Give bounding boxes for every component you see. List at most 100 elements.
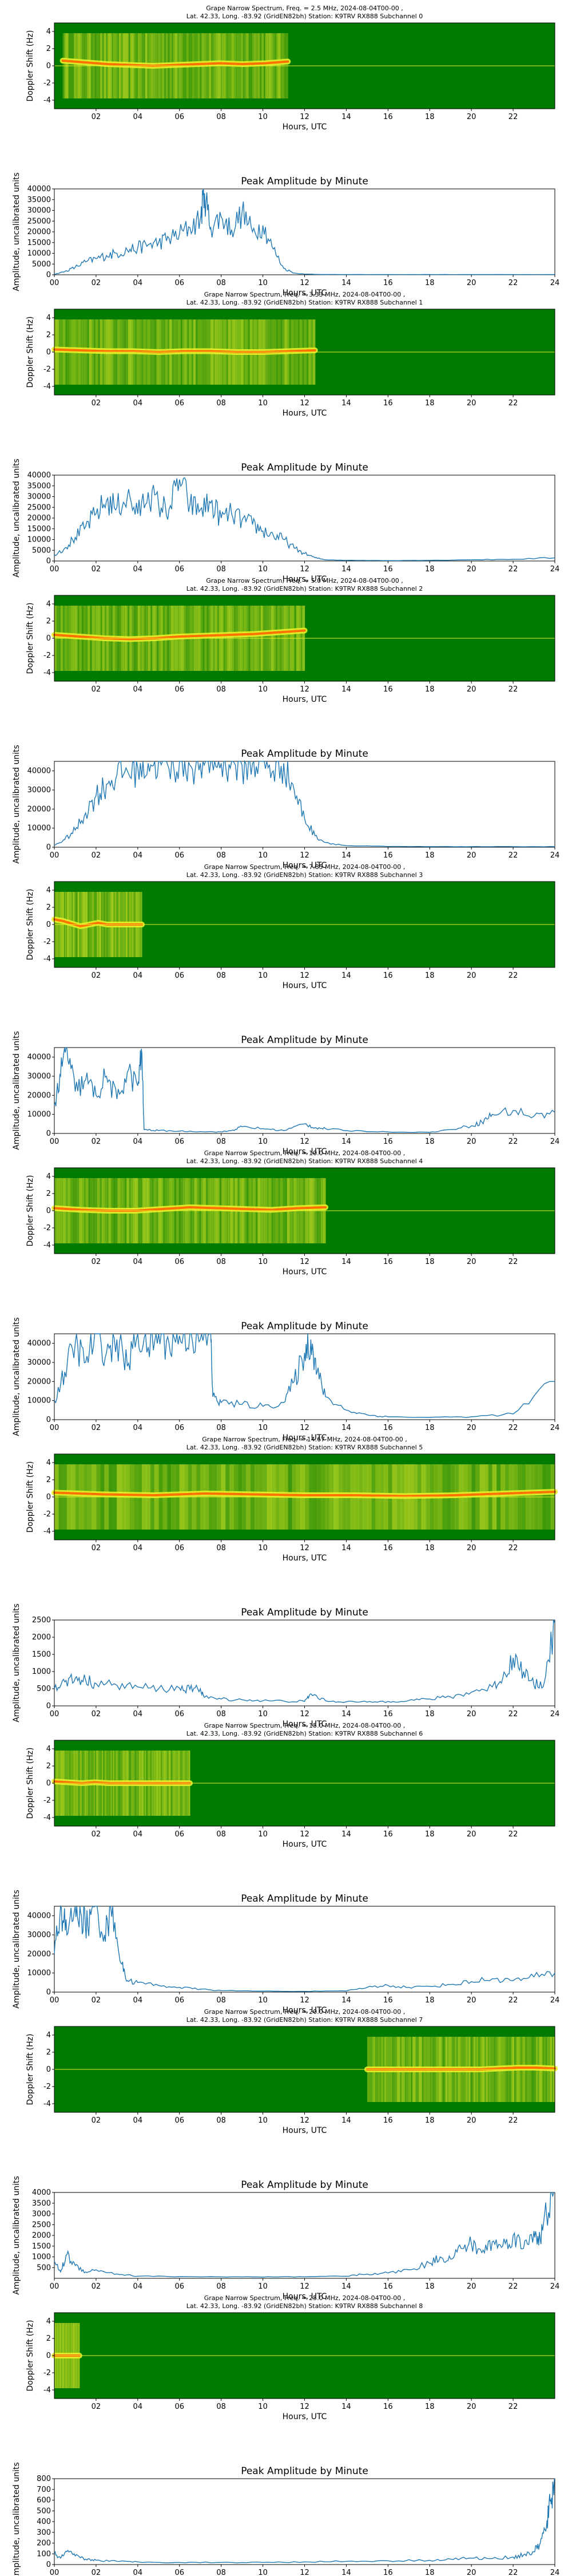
x-tick-label: 18 bbox=[425, 565, 435, 574]
y-tick-label: 20000 bbox=[27, 514, 51, 523]
y-tick-label: 700 bbox=[37, 2486, 51, 2494]
x-tick-label: 02 bbox=[92, 1258, 101, 1266]
x-tick-label: 16 bbox=[383, 2282, 393, 2291]
x-tick-label: 20 bbox=[467, 1137, 476, 1146]
x-tick-label: 10 bbox=[258, 1258, 268, 1266]
x-tick-label: 24 bbox=[550, 1996, 560, 2005]
x-tick-label: 20 bbox=[467, 1258, 476, 1266]
x-tick-label: 18 bbox=[425, 2116, 435, 2125]
x-tick-label: 02 bbox=[92, 1424, 101, 1432]
x-tick-label: 16 bbox=[383, 1830, 393, 1839]
x-tick-label: 14 bbox=[341, 279, 351, 287]
x-tick-label: 22 bbox=[509, 565, 518, 574]
y-tick-label: 0 bbox=[46, 920, 51, 929]
x-tick-label: 14 bbox=[341, 1710, 351, 1718]
y-tick-label: 4 bbox=[46, 2031, 51, 2040]
y-tick-label: 40000 bbox=[27, 471, 51, 480]
y-tick-label: 1000 bbox=[32, 2253, 51, 2262]
x-tick-label: 04 bbox=[133, 1424, 143, 1432]
x-tick-label: 20 bbox=[467, 685, 476, 694]
spectrum-panel-6: Grape Narrow Spectrum, Freq. = 7.85 MHz,… bbox=[26, 863, 555, 990]
x-tick-label: 22 bbox=[509, 1544, 518, 1552]
x-tick-label: 08 bbox=[216, 851, 226, 860]
x-tick-label: 22 bbox=[509, 685, 518, 694]
y-tick-label: 30000 bbox=[27, 1931, 51, 1939]
x-tick-label: 16 bbox=[383, 279, 393, 287]
x-tick-label: 18 bbox=[425, 113, 435, 121]
x-tick-label: 10 bbox=[258, 1996, 268, 2005]
x-tick-label: 18 bbox=[425, 1258, 435, 1266]
x-tick-label: 04 bbox=[133, 565, 143, 574]
amplitude-series-line bbox=[54, 2478, 555, 2563]
x-tick-label: 20 bbox=[467, 1544, 476, 1552]
y-tick-label: 0 bbox=[46, 62, 51, 70]
x-axis-label: Hours, UTC bbox=[283, 2126, 327, 2135]
amplitude-series-line bbox=[54, 1047, 555, 1133]
y-tick-label: -4 bbox=[43, 382, 51, 391]
y-tick-label: -2 bbox=[43, 651, 51, 660]
x-tick-label: 22 bbox=[509, 1830, 518, 1839]
y-tick-label: 2500 bbox=[32, 1616, 51, 1625]
x-tick-label: 14 bbox=[341, 1996, 351, 2005]
x-tick-label: 16 bbox=[383, 685, 393, 694]
amplitude-frame bbox=[54, 1619, 555, 1706]
x-tick-label: 06 bbox=[174, 1996, 184, 2005]
x-tick-label: 06 bbox=[174, 113, 184, 121]
x-tick-label: 22 bbox=[509, 2569, 518, 2576]
x-tick-label: 20 bbox=[467, 1996, 476, 2005]
y-axis-label: Doppler Shift (Hz) bbox=[26, 30, 35, 102]
x-tick-label: 04 bbox=[133, 399, 143, 408]
x-tick-label: 06 bbox=[174, 851, 184, 860]
y-tick-label: -2 bbox=[43, 938, 51, 946]
y-axis-label: Doppler Shift (Hz) bbox=[26, 317, 35, 388]
y-tick-label: 2 bbox=[46, 903, 51, 912]
y-tick-label: 15000 bbox=[27, 525, 51, 534]
x-tick-label: 22 bbox=[509, 113, 518, 121]
spectrum-title: Grape Narrow Spectrum, Freq. = 15.0 MHz,… bbox=[204, 1722, 406, 1729]
x-tick-label: 16 bbox=[383, 113, 393, 121]
spectrum-subtitle: Lat. 42.33, Long. -83.92 (GridEN82bh) St… bbox=[186, 871, 423, 879]
x-tick-label: 12 bbox=[300, 565, 309, 574]
x-tick-label: 00 bbox=[50, 565, 59, 574]
x-tick-label: 12 bbox=[300, 971, 309, 980]
x-tick-label: 14 bbox=[341, 2282, 351, 2291]
y-axis-label: Doppler Shift (Hz) bbox=[26, 603, 35, 674]
x-tick-label: 18 bbox=[425, 2403, 435, 2411]
y-tick-label: 0 bbox=[46, 348, 51, 357]
y-tick-label: 400 bbox=[37, 2518, 51, 2526]
x-tick-label: 20 bbox=[467, 971, 476, 980]
x-tick-label: 20 bbox=[467, 1830, 476, 1839]
y-tick-label: -4 bbox=[43, 669, 51, 677]
y-tick-label: 2 bbox=[46, 45, 51, 53]
amplitude-panel-1: Peak Amplitude by Minute 0 5000 10000 15000 2… bbox=[12, 172, 559, 298]
x-tick-label: 20 bbox=[467, 2403, 476, 2411]
x-tick-label: 08 bbox=[216, 1830, 226, 1839]
y-tick-label: 10000 bbox=[27, 536, 51, 544]
x-tick-label: 16 bbox=[383, 1996, 393, 2005]
x-tick-label: 14 bbox=[341, 1137, 351, 1146]
spectrum-subtitle: Lat. 42.33, Long. -83.92 (GridEN82bh) St… bbox=[186, 13, 423, 20]
x-tick-label: 00 bbox=[50, 2569, 59, 2576]
x-axis-label: Hours, UTC bbox=[283, 575, 327, 584]
y-tick-label: 1000 bbox=[32, 1668, 51, 1676]
y-tick-label: 2 bbox=[46, 1476, 51, 1484]
spectrum-title: Grape Narrow Spectrum, Freq. = 10.0 MHz,… bbox=[204, 1149, 406, 1157]
x-tick-label: 04 bbox=[133, 1830, 143, 1839]
x-tick-label: 22 bbox=[509, 851, 518, 860]
amplitude-panel-9: Peak Amplitude by Minute 0 10000 20000 30000… bbox=[12, 1317, 559, 1443]
x-tick-label: 14 bbox=[341, 399, 351, 408]
x-tick-label: 20 bbox=[467, 399, 476, 408]
x-tick-label: 14 bbox=[341, 1830, 351, 1839]
spectrum-subtitle: Lat. 42.33, Long. -83.92 (GridEN82bh) St… bbox=[186, 1730, 423, 1737]
y-tick-label: 30000 bbox=[27, 1358, 51, 1367]
x-tick-label: 16 bbox=[383, 2569, 393, 2576]
y-tick-label: -2 bbox=[43, 1796, 51, 1805]
x-tick-label: 24 bbox=[550, 279, 560, 287]
x-tick-label: 04 bbox=[133, 1137, 143, 1146]
x-tick-label: 06 bbox=[174, 1830, 184, 1839]
amplitude-frame bbox=[54, 1047, 555, 1134]
y-tick-label: 800 bbox=[37, 2475, 51, 2483]
spectrum-subtitle: Lat. 42.33, Long. -83.92 (GridEN82bh) St… bbox=[186, 2302, 423, 2310]
x-tick-label: 02 bbox=[92, 1710, 101, 1718]
